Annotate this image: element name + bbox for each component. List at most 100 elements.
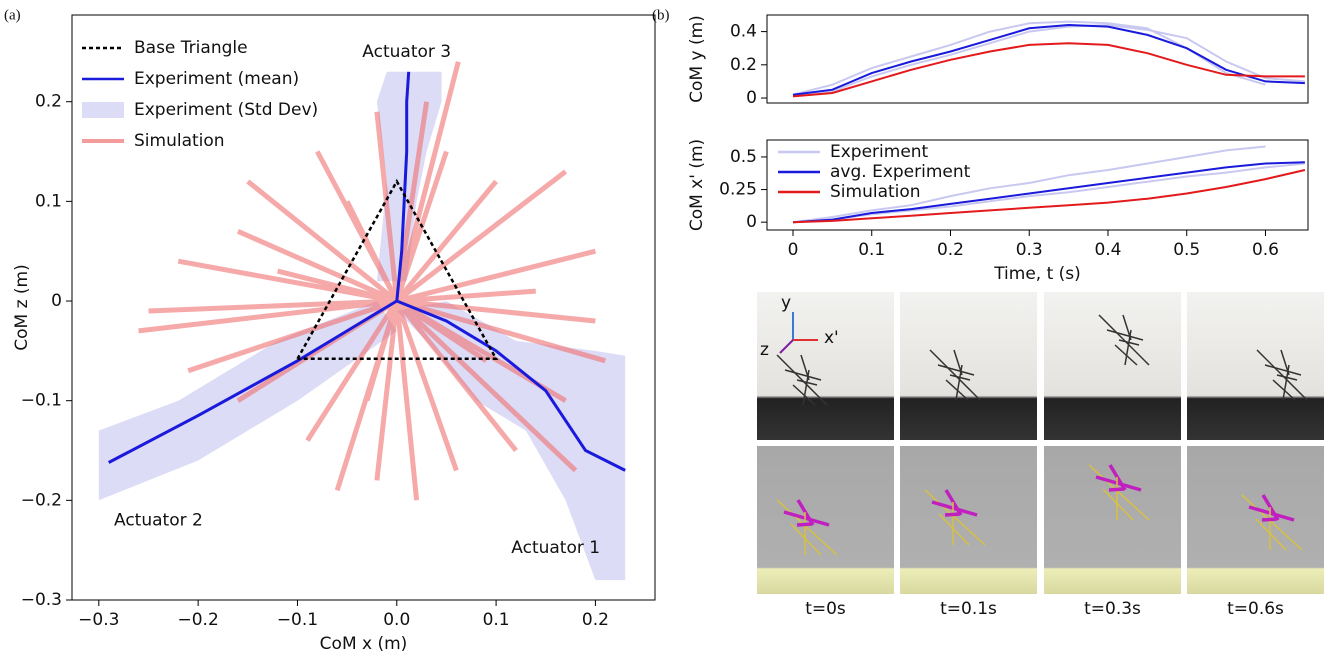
axis-letter: y xyxy=(781,293,791,313)
x-tick-label: 0.5 xyxy=(1173,240,1200,260)
sim-strut xyxy=(1255,518,1287,551)
x-tick-label: −0.1 xyxy=(277,610,318,630)
sim-strut xyxy=(1108,487,1125,492)
line xyxy=(792,161,1305,224)
legend-label: Experiment (Std Dev) xyxy=(134,100,318,120)
x-axis-label: CoM x (m) xyxy=(320,634,408,654)
legend-label: avg. Experiment xyxy=(830,162,971,182)
x-tick-label: −0.3 xyxy=(78,610,119,630)
line xyxy=(792,42,1305,98)
line xyxy=(296,178,499,361)
sim-strut xyxy=(796,522,813,527)
x-tick-label: 0.4 xyxy=(1094,240,1121,260)
sim-strut xyxy=(783,510,830,527)
sim-strut xyxy=(944,512,961,517)
experiment-photo xyxy=(1044,292,1181,440)
x-tick-label: −0.2 xyxy=(177,610,218,630)
y-tick-label: −0.2 xyxy=(21,490,62,510)
x-tick-label: 0.2 xyxy=(582,610,609,630)
axis-letter: z xyxy=(760,340,769,360)
x-tick-label: 0.1 xyxy=(483,610,510,630)
legend-label: Base Triangle xyxy=(134,38,248,58)
legend-label: Simulation xyxy=(830,182,921,202)
robot-strut xyxy=(784,369,822,381)
sim-strut xyxy=(1102,488,1134,521)
y-tick-label: 0 xyxy=(746,88,757,108)
sim-strut xyxy=(776,499,838,556)
line xyxy=(792,20,1305,96)
robot-strut xyxy=(949,374,971,381)
robot-strut xyxy=(937,364,975,376)
experiment-photo xyxy=(757,292,894,440)
y-axis-label: CoM z (m) xyxy=(12,264,32,351)
plot-frame xyxy=(766,14,1309,104)
y-tick-label: 0.5 xyxy=(730,147,757,167)
panel-label: (b) xyxy=(652,7,670,23)
robot-strut xyxy=(955,364,963,401)
y-tick-label: 0 xyxy=(51,291,62,311)
legend-swatch xyxy=(82,102,124,118)
simulation-render xyxy=(757,446,894,594)
x-tick-label: 0.1 xyxy=(858,240,885,260)
robot-strut xyxy=(1256,349,1308,401)
robot-strut xyxy=(1118,339,1140,346)
legend-label: Experiment (mean) xyxy=(134,69,299,89)
sim-strut xyxy=(938,513,970,546)
line xyxy=(138,61,606,501)
y-tick-label: −0.1 xyxy=(21,391,62,411)
annotation: Actuator 2 xyxy=(114,510,203,530)
y-tick-label: 0.2 xyxy=(35,92,62,112)
y-tick-label: 0.4 xyxy=(730,22,757,42)
legend-label: Simulation xyxy=(134,131,225,151)
annotation: Actuator 1 xyxy=(511,538,600,558)
y-tick-label: 0.2 xyxy=(730,55,757,75)
axis-arrow xyxy=(779,339,794,354)
robot-strut xyxy=(1282,364,1290,401)
robot-strut xyxy=(1264,364,1302,376)
x-tick-label: 0.3 xyxy=(1016,240,1043,260)
robot-strut xyxy=(1124,329,1132,366)
axis-letter: x' xyxy=(824,328,839,348)
y-tick-label: 0.1 xyxy=(35,191,62,211)
experiment-photo xyxy=(1187,292,1324,440)
x-tick-label: 0.6 xyxy=(1252,240,1279,260)
line xyxy=(792,23,1305,96)
experiment-photo xyxy=(900,292,1037,440)
simulation-render xyxy=(1187,446,1324,594)
robot-strut xyxy=(802,369,810,406)
robot-strut xyxy=(1106,329,1144,341)
annotation: Actuator 3 xyxy=(362,42,451,62)
sim-strut xyxy=(931,500,978,517)
robot-strut xyxy=(1098,314,1150,366)
snapshot-caption: t=0.3s xyxy=(1084,599,1141,619)
band xyxy=(98,71,626,581)
robot-strut xyxy=(929,349,981,401)
sim-strut xyxy=(1241,494,1303,551)
sim-strut xyxy=(1261,517,1278,522)
line xyxy=(792,145,1305,224)
sim-strut xyxy=(924,489,986,546)
line xyxy=(108,71,626,472)
sim-strut xyxy=(1095,475,1142,492)
x-tick-label: 0.0 xyxy=(383,610,410,630)
y-axis-label: CoM x' (m) xyxy=(687,139,707,231)
y-tick-label: 0 xyxy=(746,212,757,232)
y-axis-label: CoM y (m) xyxy=(687,15,707,103)
snapshot-caption: t=0s xyxy=(805,599,846,619)
snapshot-caption: t=0.6s xyxy=(1227,599,1284,619)
sim-strut xyxy=(1248,505,1295,522)
x-tick-label: 0.2 xyxy=(937,240,964,260)
x-axis-label: Time, t (s) xyxy=(993,264,1081,284)
snapshot-grid: t=0s t=0.1s t=0.3s t=0.6s y x' z xyxy=(757,292,1324,619)
sim-strut xyxy=(790,523,822,556)
snapshot-caption: t=0.1s xyxy=(940,599,997,619)
x-tick-label: 0 xyxy=(788,240,799,260)
robot-strut xyxy=(796,379,818,386)
sim-strut xyxy=(1088,464,1150,521)
legend-label: Experiment xyxy=(830,142,929,162)
robot-strut xyxy=(1276,374,1298,381)
y-tick-label: 0.25 xyxy=(719,180,757,200)
line xyxy=(792,169,1306,224)
y-tick-label: −0.3 xyxy=(21,590,62,610)
